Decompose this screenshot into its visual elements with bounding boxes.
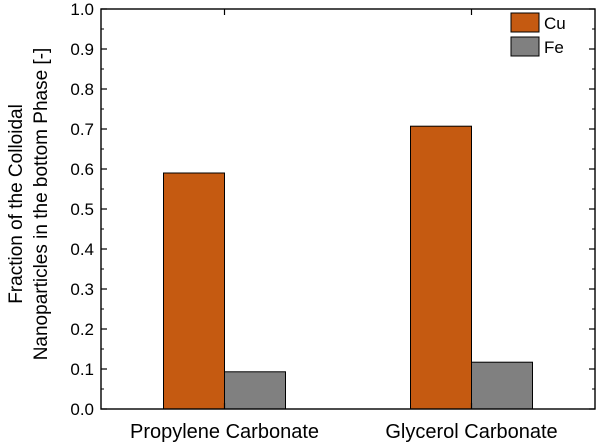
y-tick-label: 0.8 (70, 80, 94, 99)
legend-label-fe: Fe (544, 38, 564, 57)
bar-fe (471, 361, 533, 410)
bar-cu (410, 125, 472, 410)
legend-swatch-fe (510, 36, 540, 57)
y-tick-label: 0.5 (70, 200, 94, 219)
legend-swatch-cu (510, 12, 540, 33)
y-tick-label: 0.7 (70, 120, 94, 139)
bar-cu (163, 172, 225, 410)
x-tick-label: Propylene Carbonate (130, 421, 319, 443)
y-axis-title-line-1: Fraction of the Colloidal (6, 104, 27, 304)
y-tick-label: 0.0 (70, 400, 94, 419)
y-tick-label: 0.3 (70, 280, 94, 299)
y-axis-title-line-2: Nanoparticles in the bottom Phase [-] (31, 48, 52, 361)
bar-fe (224, 371, 286, 410)
plot-area: 0.0 0.1 0.2 0.3 0.4 0.5 0.6 0.7 0.8 0.9 1.0 Propyle… (70, 0, 595, 443)
y-tick-label: 0.2 (70, 320, 94, 339)
y-axis-title: Fraction of the Colloidal Nanoparticles … (6, 48, 52, 361)
y-tick-label: 0.6 (70, 160, 94, 179)
y-tick-label: 0.1 (70, 360, 94, 379)
x-tick-label: Glycerol Carbonate (385, 421, 557, 443)
y-tick-label: 0.4 (70, 240, 94, 259)
plot-frame (100, 8, 596, 410)
y-tick-label: 1.0 (70, 0, 94, 19)
y-tick-label: 0.9 (70, 40, 94, 59)
legend-label-cu: Cu (544, 14, 566, 33)
legend: Cu Fe (510, 12, 566, 57)
